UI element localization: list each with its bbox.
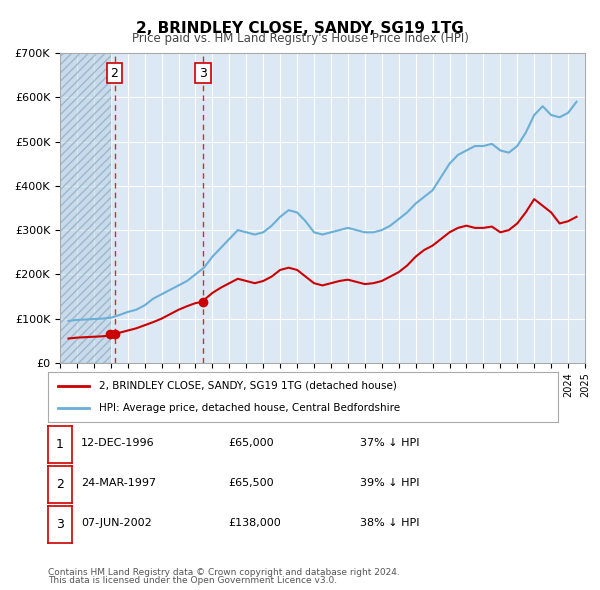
Text: 2: 2 xyxy=(110,67,118,80)
Text: HPI: Average price, detached house, Central Bedfordshire: HPI: Average price, detached house, Cent… xyxy=(99,403,400,413)
Text: 39% ↓ HPI: 39% ↓ HPI xyxy=(360,478,419,488)
Text: 3: 3 xyxy=(56,518,64,532)
Bar xyxy=(60,53,111,363)
Text: 24-MAR-1997: 24-MAR-1997 xyxy=(81,478,156,488)
Text: 2, BRINDLEY CLOSE, SANDY, SG19 1TG (detached house): 2, BRINDLEY CLOSE, SANDY, SG19 1TG (deta… xyxy=(99,381,397,391)
Text: 2, BRINDLEY CLOSE, SANDY, SG19 1TG: 2, BRINDLEY CLOSE, SANDY, SG19 1TG xyxy=(136,21,464,35)
Text: This data is licensed under the Open Government Licence v3.0.: This data is licensed under the Open Gov… xyxy=(48,576,337,585)
Bar xyxy=(60,53,111,363)
Text: 12-DEC-1996: 12-DEC-1996 xyxy=(81,438,155,448)
Text: 38% ↓ HPI: 38% ↓ HPI xyxy=(360,519,419,528)
Text: Contains HM Land Registry data © Crown copyright and database right 2024.: Contains HM Land Registry data © Crown c… xyxy=(48,568,400,577)
Text: 2: 2 xyxy=(56,478,64,491)
Text: £65,000: £65,000 xyxy=(228,438,274,448)
Text: 07-JUN-2002: 07-JUN-2002 xyxy=(81,519,152,528)
Text: 37% ↓ HPI: 37% ↓ HPI xyxy=(360,438,419,448)
Text: 3: 3 xyxy=(199,67,207,80)
Text: £65,500: £65,500 xyxy=(228,478,274,488)
Text: Price paid vs. HM Land Registry's House Price Index (HPI): Price paid vs. HM Land Registry's House … xyxy=(131,32,469,45)
Text: £138,000: £138,000 xyxy=(228,519,281,528)
Text: 1: 1 xyxy=(56,438,64,451)
